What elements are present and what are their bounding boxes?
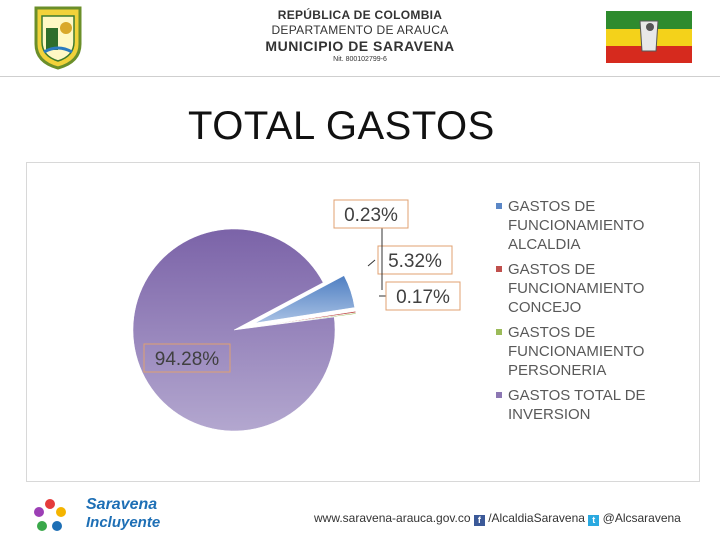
- website-link[interactable]: www.saravena-arauca.gov.co: [314, 511, 471, 525]
- footer: [0, 486, 720, 540]
- logo-flower-icon: [34, 499, 66, 531]
- chart-title: TOTAL GASTOS: [188, 104, 495, 148]
- header-line1: REPÚBLICA DE COLOMBIA: [277, 8, 443, 22]
- facebook-link[interactable]: /AlcaldiaSaravena: [488, 511, 585, 525]
- data-label-box: [333, 199, 409, 229]
- data-label-box: [385, 281, 461, 311]
- legend-swatch-personeria: [496, 329, 502, 335]
- logo-text-saravena: Saravena: [86, 496, 158, 513]
- pie-slice-personeria: [255, 312, 357, 328]
- header-line4: Nit. 800102799-6: [333, 56, 387, 63]
- legend-text: GASTOS TOTAL DE: [508, 387, 646, 404]
- twitter-link[interactable]: @Alcsaravena: [602, 511, 681, 525]
- legend-item-concejo: GASTOS DE FUNCIONAMIENTO CONCEJO: [494, 260, 694, 317]
- legend-item-personeria: GASTOS DE FUNCIONAMIENTO PERSONERIA: [494, 323, 694, 380]
- pie-slice-alcaldia: [254, 275, 355, 324]
- legend-text: PERSONERIA: [508, 362, 607, 379]
- legend-text: GASTOS DE: [508, 198, 596, 215]
- header: REPÚBLICA DE COLOMBIA DEPARTAMENTO DE AR…: [0, 0, 720, 77]
- header-line3: MUNICIPIO DE SARAVENA: [265, 38, 455, 54]
- legend-text: FUNCIONAMIENTO: [508, 280, 645, 297]
- leader-line: [367, 259, 376, 267]
- pie-slice-concejo: [255, 310, 357, 328]
- legend-item-inversion: GASTOS TOTAL DE INVERSION: [494, 386, 694, 424]
- data-label-inversion: 94.28%: [155, 349, 220, 370]
- data-label-personeria: 0.17%: [396, 287, 450, 308]
- flag-icon: [606, 11, 692, 63]
- legend-swatch-alcaldia: [496, 203, 502, 209]
- pie-slice-inversion: [132, 228, 336, 432]
- legend-text: FUNCIONAMIENTO: [508, 217, 645, 234]
- data-label-alcaldia: 5.32%: [388, 251, 442, 272]
- legend-swatch-inversion: [496, 392, 502, 398]
- data-label-concejo: 0.23%: [344, 205, 398, 226]
- crest-icon: [34, 6, 82, 70]
- legend-text: GASTOS DE: [508, 324, 596, 341]
- legend-text: INVERSION: [508, 406, 591, 423]
- legend-text: ALCALDIA: [508, 236, 581, 253]
- logo-text-incluyente: Incluyente: [86, 514, 161, 531]
- legend-text: CONCEJO: [508, 299, 582, 316]
- twitter-icon[interactable]: t: [588, 515, 600, 526]
- legend-item-alcaldia: GASTOS DE FUNCIONAMIENTO ALCALDIA: [494, 197, 694, 254]
- legend-text: GASTOS DE: [508, 261, 596, 278]
- legend: GASTOS DE FUNCIONAMIENTO ALCALDIA GASTOS…: [494, 197, 694, 430]
- footer-links: www.saravena-arauca.gov.co f /AlcaldiaSa…: [314, 511, 681, 526]
- data-label-box: [377, 245, 453, 275]
- legend-text: FUNCIONAMIENTO: [508, 343, 645, 360]
- header-line2: DEPARTAMENTO DE ARAUCA: [271, 23, 449, 37]
- facebook-icon[interactable]: f: [473, 515, 485, 526]
- legend-swatch-concejo: [496, 266, 502, 272]
- data-label-box: [143, 343, 231, 373]
